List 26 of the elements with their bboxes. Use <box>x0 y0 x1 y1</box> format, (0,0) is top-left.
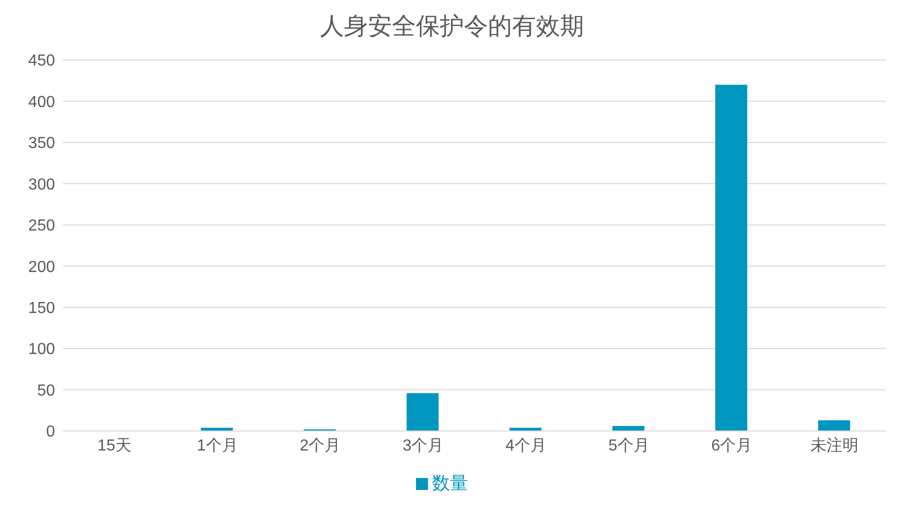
x-tick-label: 2个月 <box>300 436 341 454</box>
x-tick-label: 未注明 <box>810 436 859 454</box>
x-tick-label: 3个月 <box>402 436 444 454</box>
y-tick-label: 250 <box>28 218 56 235</box>
chart-title: 人身安全保护令的有效期 <box>319 12 585 42</box>
x-tick-label: 15天 <box>98 437 132 454</box>
y-tick-label: 400 <box>28 94 56 111</box>
x-tick-label: 1个月 <box>196 436 238 454</box>
x-tick-label: 4个月 <box>505 436 546 454</box>
bar <box>200 428 233 431</box>
y-tick-label: 300 <box>28 176 56 194</box>
y-tick-label: 50 <box>37 382 56 400</box>
bar <box>612 426 644 431</box>
bar <box>715 84 748 431</box>
y-tick-label: 350 <box>28 135 56 152</box>
bar <box>818 420 850 431</box>
x-tick-label: 6个月 <box>711 436 752 454</box>
y-tick-label: 450 <box>28 52 56 70</box>
y-tick-label: 0 <box>46 424 56 441</box>
y-tick-label: 200 <box>28 258 56 276</box>
bar <box>406 393 439 431</box>
x-tick-label: 5个月 <box>608 436 650 454</box>
y-tick-label: 100 <box>28 341 56 358</box>
bar <box>510 428 542 431</box>
y-tick-label: 150 <box>28 300 56 318</box>
legend-label: 数量 <box>432 473 468 493</box>
